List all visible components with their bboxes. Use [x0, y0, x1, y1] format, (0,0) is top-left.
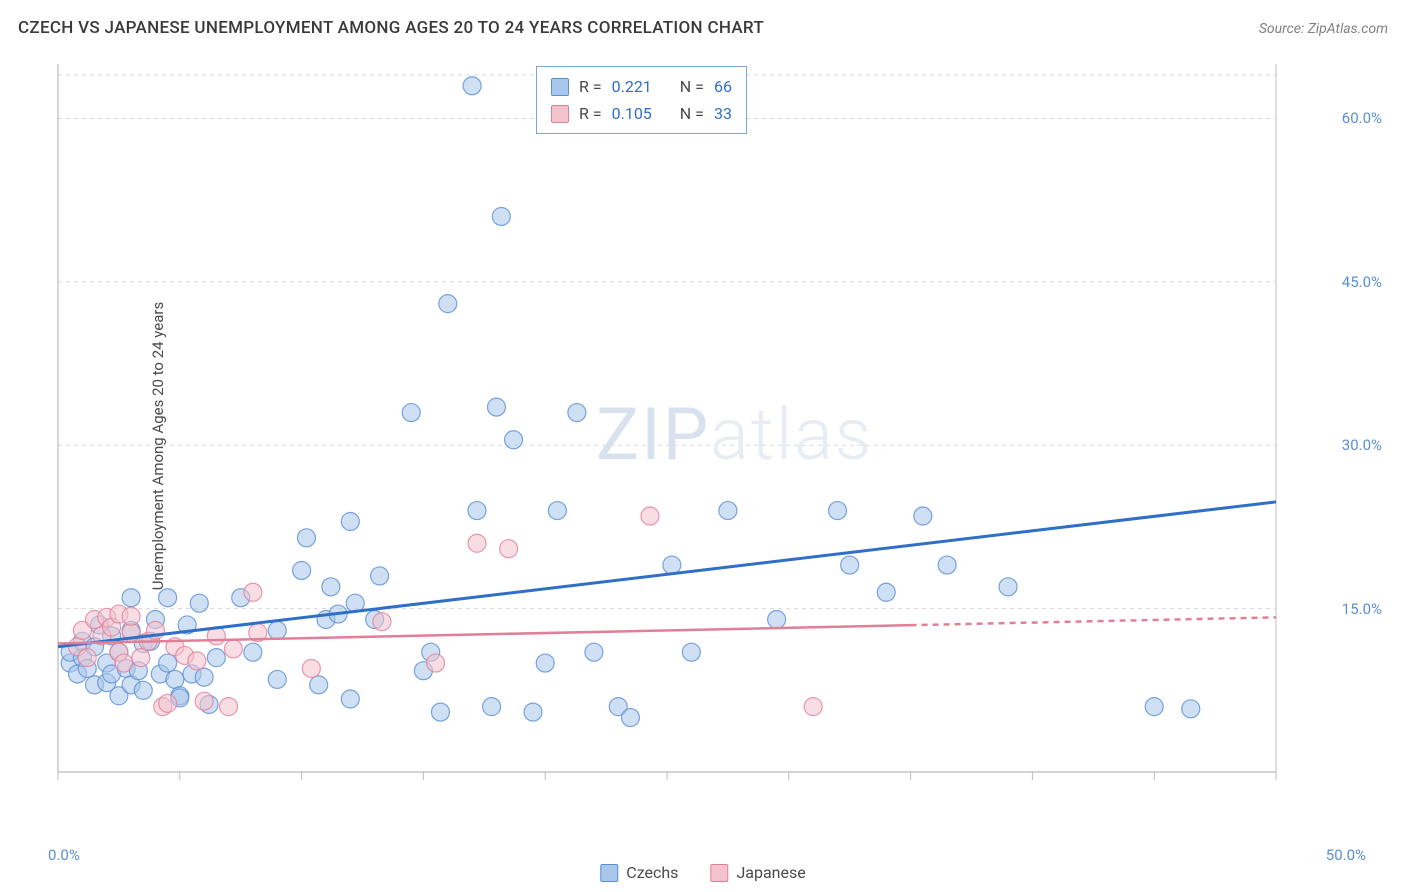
legend-swatch-japanese	[710, 864, 728, 882]
chart-header: CZECH VS JAPANESE UNEMPLOYMENT AMONG AGE…	[18, 18, 1388, 38]
stats-row-japanese: R = 0.105 N = 33	[551, 100, 732, 127]
n-label: N =	[680, 73, 704, 100]
swatch-japanese	[551, 105, 569, 123]
bottom-legend: Czechs Japanese	[600, 863, 805, 882]
n-value-czechs: 66	[714, 73, 732, 100]
source-name: ZipAtlas.com	[1308, 21, 1388, 37]
y-tick-label: 30.0%	[1342, 436, 1382, 454]
n-value-japanese: 33	[714, 100, 732, 127]
y-tick-label: 15.0%	[1342, 600, 1382, 618]
stats-legend-box: R = 0.221 N = 66 R = 0.105 N = 33	[536, 66, 747, 134]
y-tick-label: 45.0%	[1342, 273, 1382, 291]
plot-area: ZIPatlas R = 0.221 N = 66 R = 0.105 N = …	[56, 62, 1336, 812]
r-value-czechs: 0.221	[612, 73, 652, 100]
legend-label-japanese: Japanese	[736, 863, 805, 882]
legend-item-japanese: Japanese	[710, 863, 805, 882]
r-label: R =	[579, 73, 602, 100]
x-axis-min-label: 0.0%	[48, 846, 80, 864]
y-tick-label: 60.0%	[1342, 109, 1382, 127]
legend-label-czechs: Czechs	[626, 863, 678, 882]
scatter-chart	[56, 62, 1336, 812]
source-attribution: Source: ZipAtlas.com	[1259, 21, 1388, 37]
n-label: N =	[680, 100, 704, 127]
r-value-japanese: 0.105	[612, 100, 652, 127]
legend-item-czechs: Czechs	[600, 863, 678, 882]
r-label: R =	[579, 100, 602, 127]
legend-swatch-czechs	[600, 864, 618, 882]
swatch-czechs	[551, 78, 569, 96]
x-axis-max-label: 50.0%	[1326, 846, 1366, 864]
stats-row-czechs: R = 0.221 N = 66	[551, 73, 732, 100]
chart-title: CZECH VS JAPANESE UNEMPLOYMENT AMONG AGE…	[18, 18, 764, 38]
source-prefix: Source:	[1259, 21, 1308, 37]
